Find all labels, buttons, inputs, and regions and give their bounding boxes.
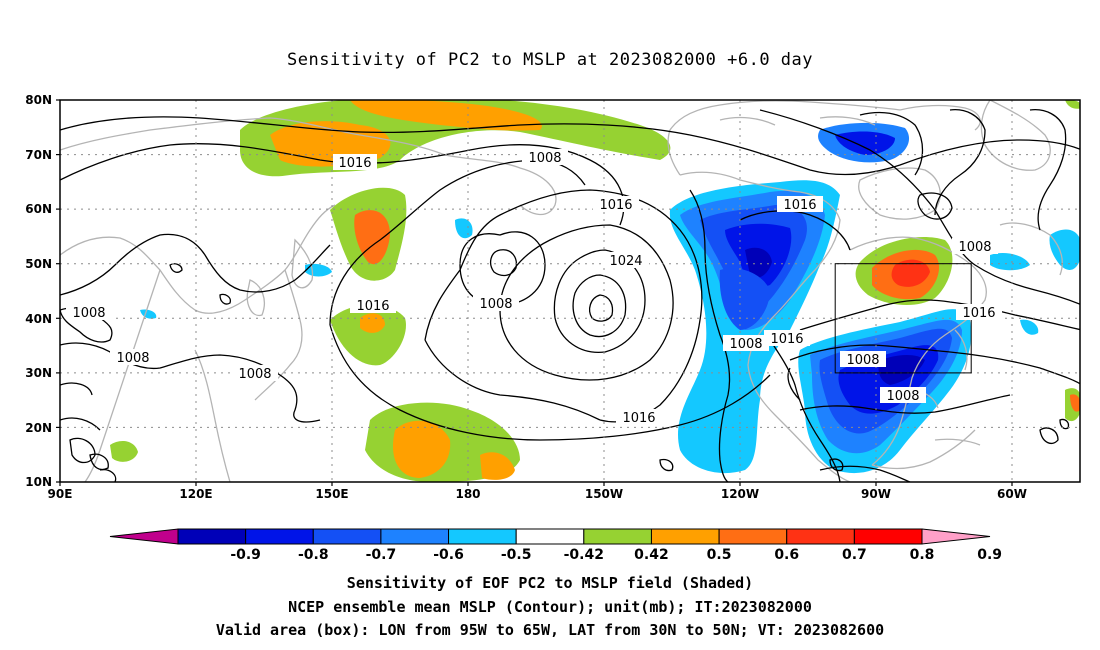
colorbar-swatch	[515, 528, 585, 545]
colorbar-swatch	[177, 528, 247, 545]
colorbar-swatch	[650, 528, 720, 545]
contour-label: 1008	[232, 365, 278, 382]
colorbar-swatch	[786, 528, 855, 545]
lon-label: 90E	[48, 487, 73, 501]
colorbar-label: -0.6	[433, 547, 464, 563]
svg-text:1016: 1016	[599, 198, 632, 213]
svg-text:1008: 1008	[528, 151, 561, 166]
svg-text:1008: 1008	[238, 367, 271, 382]
colorbar-swatch	[245, 528, 314, 545]
lon-label: 180	[455, 487, 480, 501]
contour-label: 1016	[777, 196, 823, 213]
svg-text:1008: 1008	[729, 337, 762, 352]
contour-label: 1016	[616, 409, 662, 426]
colorbar	[109, 528, 991, 545]
colorbar-label: -0.42	[564, 547, 604, 563]
axis-ticks	[56, 99, 1013, 486]
colorbar-label: 0.42	[634, 547, 669, 563]
caption-shading: Sensitivity of EOF PC2 to MSLP field (Sh…	[346, 574, 754, 592]
colorbar-label: 0.9	[977, 547, 1002, 563]
lon-label: 150E	[315, 487, 348, 501]
colorbar-label: 0.7	[842, 547, 867, 563]
colorbar-end-low	[109, 528, 179, 545]
contour-label: 1016	[350, 297, 396, 314]
colorbar-label: -0.8	[298, 547, 329, 563]
colorbar-label: 0.6	[774, 547, 799, 563]
contour-label: 1016	[333, 154, 377, 171]
lat-label: 60N	[25, 202, 52, 216]
lon-label: 90W	[861, 487, 891, 501]
caption-contour: NCEP ensemble mean MSLP (Contour); unit(…	[288, 598, 812, 616]
colorbar-swatch	[312, 528, 382, 545]
contour-label: 1008	[880, 387, 926, 404]
contour-label: 1008	[473, 295, 519, 312]
colorbar-label: 0.5	[707, 547, 732, 563]
contour-label: 1024	[603, 252, 649, 269]
lat-label: 70N	[25, 148, 52, 162]
lon-label: 150W	[585, 487, 623, 501]
lat-label: 10N	[25, 475, 52, 489]
svg-text:1016: 1016	[338, 156, 371, 171]
svg-text:1016: 1016	[770, 332, 803, 347]
lat-label: 20N	[25, 421, 52, 435]
lat-labels: 80N 70N 60N 50N 40N 30N 20N 10N	[25, 93, 52, 489]
lat-label: 50N	[25, 257, 52, 271]
lat-label: 30N	[25, 366, 52, 380]
lon-label: 120W	[721, 487, 759, 501]
svg-text:1024: 1024	[609, 254, 642, 269]
colorbar-labels: -0.9 -0.8 -0.7 -0.6 -0.5 -0.42 0.42 0.5 0.6 0.7 0.…	[230, 547, 1002, 563]
colorbar-label: -0.5	[501, 547, 532, 563]
map-title: Sensitivity of PC2 to MSLP at 2023082000…	[286, 50, 813, 70]
contour-label: 1008	[840, 351, 886, 368]
lat-label: 80N	[25, 93, 52, 107]
caption-valid-area: Valid area (box): LON from 95W to 65W, L…	[215, 621, 885, 639]
svg-text:1016: 1016	[622, 411, 655, 426]
svg-text:1008: 1008	[958, 240, 991, 255]
contour-label: 1016	[593, 196, 639, 213]
colorbar-end-high	[921, 528, 991, 545]
colorbar-swatch	[583, 528, 652, 545]
contour-label: 1008	[952, 238, 998, 255]
lat-lon-grid	[60, 100, 1080, 482]
colorbar-swatch	[448, 528, 517, 545]
contour-label: 1016	[764, 330, 810, 347]
svg-text:1008: 1008	[72, 306, 105, 321]
svg-text:1008: 1008	[479, 297, 512, 312]
positive-sensitivity-shading	[110, 100, 1080, 482]
contour-label: 1008	[110, 349, 156, 366]
lon-label: 120E	[179, 487, 212, 501]
lon-labels: 90E 120E 150E 180 150W 120W 90W 60W	[48, 487, 1027, 501]
colorbar-swatch	[718, 528, 788, 545]
svg-text:1016: 1016	[783, 198, 816, 213]
lat-label: 40N	[25, 312, 52, 326]
svg-text:1016: 1016	[962, 306, 995, 321]
colorbar-label: -0.7	[366, 547, 397, 563]
contour-label: 1016	[956, 304, 1002, 321]
colorbar-label: -0.9	[230, 547, 261, 563]
svg-text:1008: 1008	[886, 389, 919, 404]
colorbar-label: 0.8	[910, 547, 935, 563]
contour-labels: 1016 1008 1016 1016 1024 1008 1016 1008 …	[66, 149, 1002, 426]
svg-text:1008: 1008	[846, 353, 879, 368]
contour-label: 1008	[66, 304, 112, 321]
map-frame	[59, 99, 1081, 483]
svg-text:1016: 1016	[356, 299, 389, 314]
svg-text:1008: 1008	[116, 351, 149, 366]
colorbar-swatch	[380, 528, 450, 545]
contour-label: 1008	[522, 149, 568, 166]
contour-label: 1008	[723, 335, 769, 352]
lon-label: 60W	[997, 487, 1027, 501]
colorbar-swatch	[853, 528, 923, 545]
